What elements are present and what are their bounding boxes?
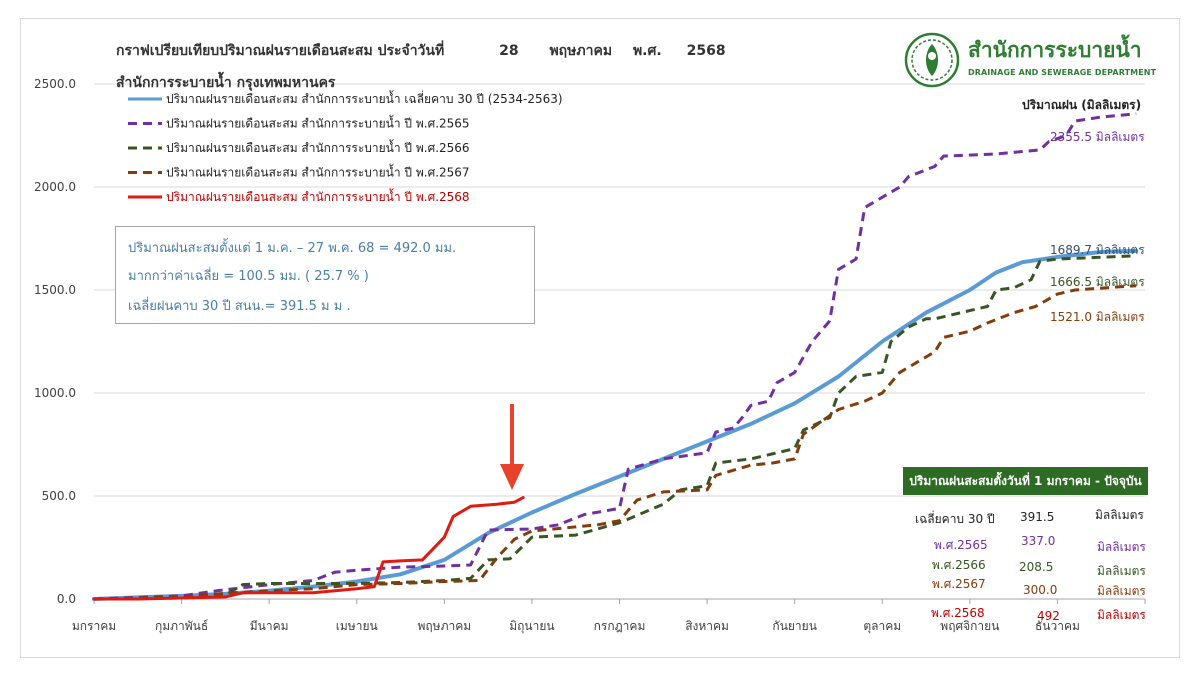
chart-frame xyxy=(20,18,1180,658)
x-tick-label: มิถุนายน xyxy=(509,619,554,634)
table-row-2568-unit: มิลลิเมตร xyxy=(1097,608,1146,622)
chart-subtitle: สำนักการระบายน้ำ กรุงเทพมหานคร xyxy=(116,75,336,91)
end-label-2566: 1666.5 มิลลิเมตร xyxy=(1050,275,1145,289)
legend-label-y2566: ปริมาณฝนรายเดือนสะสม สำนักการระบายน้ำ ปี… xyxy=(166,139,470,155)
title-text: กราฟเปรียบเทียบปริมาณฝนรายเดือนสะสม ประจ… xyxy=(116,43,445,59)
arrow-head xyxy=(500,464,524,490)
series-lines xyxy=(92,112,1139,601)
y-tick-label: 2500.0 xyxy=(34,77,76,91)
unit-label: ปริมาณฝน (มิลลิเมตร) xyxy=(1022,98,1142,112)
legend-label-y2567: ปริมาณฝนรายเดือนสะสม สำนักการระบายน้ำ ปี… xyxy=(166,164,470,180)
x-tick-label: มีนาคม xyxy=(250,619,289,633)
table-row-avg-label: เฉลี่ยคาบ 30 ปี xyxy=(915,512,995,526)
series-line-y2565 xyxy=(93,112,1137,601)
info-line-cumulative: ปริมาณฝนสะสมตั้งแต่ 1 ม.ค. – 27 พ.ค. 68 … xyxy=(128,241,457,256)
current-date-arrow xyxy=(500,404,524,490)
info-line-average: เฉลี่ยฝนคาบ 30 ปี สนน.= 391.5 ม ม . xyxy=(128,299,351,314)
table-row-2565-value: 337.0 xyxy=(1021,534,1056,548)
y-tick-label: 0.0 xyxy=(57,592,76,606)
legend: ปริมาณฝนรายเดือนสะสม สำนักการระบายน้ำ เฉ… xyxy=(128,90,563,204)
summary-table-header: ปริมาณฝนสะสมตั้งวันที่ 1 มกราคม - ปัจจุบ… xyxy=(903,467,1148,495)
table-row-2568-label: พ.ศ.2568 xyxy=(931,606,985,620)
y-tick-label: 1500.0 xyxy=(34,283,76,297)
x-tick-label: กรกฎาคม xyxy=(594,619,646,633)
x-tick-label: กันยายน xyxy=(772,619,816,633)
table-row-2565-label: พ.ศ.2565 xyxy=(934,538,988,552)
table-row-2566-label: พ.ศ.2566 xyxy=(932,558,986,572)
x-tick-label: เมษายน xyxy=(336,619,378,633)
table-row-2566-unit: มิลลิเมตร xyxy=(1097,564,1146,578)
y-tick-label: 1000.0 xyxy=(34,386,76,400)
x-tick-label: ตุลาคม xyxy=(863,619,901,634)
title-year: 2568 xyxy=(686,43,726,59)
department-logo: สำนักการระบายน้ำ DRAINAGE AND SEWERAGE D… xyxy=(904,32,1164,88)
legend-label-y2568: ปริมาณฝนรายเดือนสะสม สำนักการระบายน้ำ ปี… xyxy=(166,188,470,204)
title-era: พ.ศ. xyxy=(632,43,662,59)
x-tick-label: มกราคม xyxy=(72,619,116,633)
title-day: 28 xyxy=(499,43,519,59)
seal-icon xyxy=(904,32,960,88)
x-tick-label: พฤศจิกายน xyxy=(940,619,999,633)
y-tick-label: 2000.0 xyxy=(34,180,76,194)
logo-thai-text: สำนักการระบายน้ำ xyxy=(968,38,1142,62)
series-line-y2568 xyxy=(92,496,525,601)
end-label-2567: 1521.0 มิลลิเมตร xyxy=(1050,310,1145,324)
end-label-avg: 1689.7 มิลลิเมตร xyxy=(1050,243,1145,257)
table-row-2565-unit: มิลลิเมตร xyxy=(1097,540,1146,554)
rainfall-info-box: ปริมาณฝนสะสมตั้งแต่ 1 ม.ค. – 27 พ.ค. 68 … xyxy=(115,226,535,324)
table-row-avg-value: 391.5 xyxy=(1020,510,1055,524)
table-row-2568-value: 492 xyxy=(1037,609,1060,623)
table-row-2567-label: พ.ศ.2567 xyxy=(932,577,986,591)
legend-label-y2565: ปริมาณฝนรายเดือนสะสม สำนักการระบายน้ำ ปี… xyxy=(166,115,470,131)
logo-english-text: DRAINAGE AND SEWERAGE DEPARTMENT xyxy=(968,68,1157,77)
title-month: พฤษภาคม xyxy=(549,43,613,59)
axes: 0.0 500.0 1000.0 1500.0 2000.0 2500.0 มกราคม กุ… xyxy=(34,77,1146,634)
x-tick-label: กุมภาพันธ์ xyxy=(155,619,208,634)
table-row-2567-unit: มิลลิเมตร xyxy=(1097,584,1146,598)
y-tick-label: 500.0 xyxy=(42,489,76,503)
table-row-2567-value: 300.0 xyxy=(1023,583,1058,597)
series-line-y2566 xyxy=(93,254,1137,601)
chart-title: กราฟเปรียบเทียบปริมาณฝนรายเดือนสะสม ประจ… xyxy=(116,40,726,62)
x-tick-label: พฤษภาคม xyxy=(417,619,471,633)
table-row-2566-value: 208.5 xyxy=(1019,560,1054,574)
x-tick-label: สิงหาคม xyxy=(685,619,729,633)
end-label-2565: 2355.5 มิลลิเมตร xyxy=(1050,130,1145,144)
legend-label-avg: ปริมาณฝนรายเดือนสะสม สำนักการระบายน้ำ เฉ… xyxy=(166,90,563,106)
table-row-avg-unit: มิลลิเมตร xyxy=(1095,508,1144,522)
x-tick-label: ธันวาคม xyxy=(1035,619,1080,633)
info-line-above-average: มากกว่าค่าเฉลี่ย = 100.5 มม. ( 25.7 % ) xyxy=(128,269,369,284)
